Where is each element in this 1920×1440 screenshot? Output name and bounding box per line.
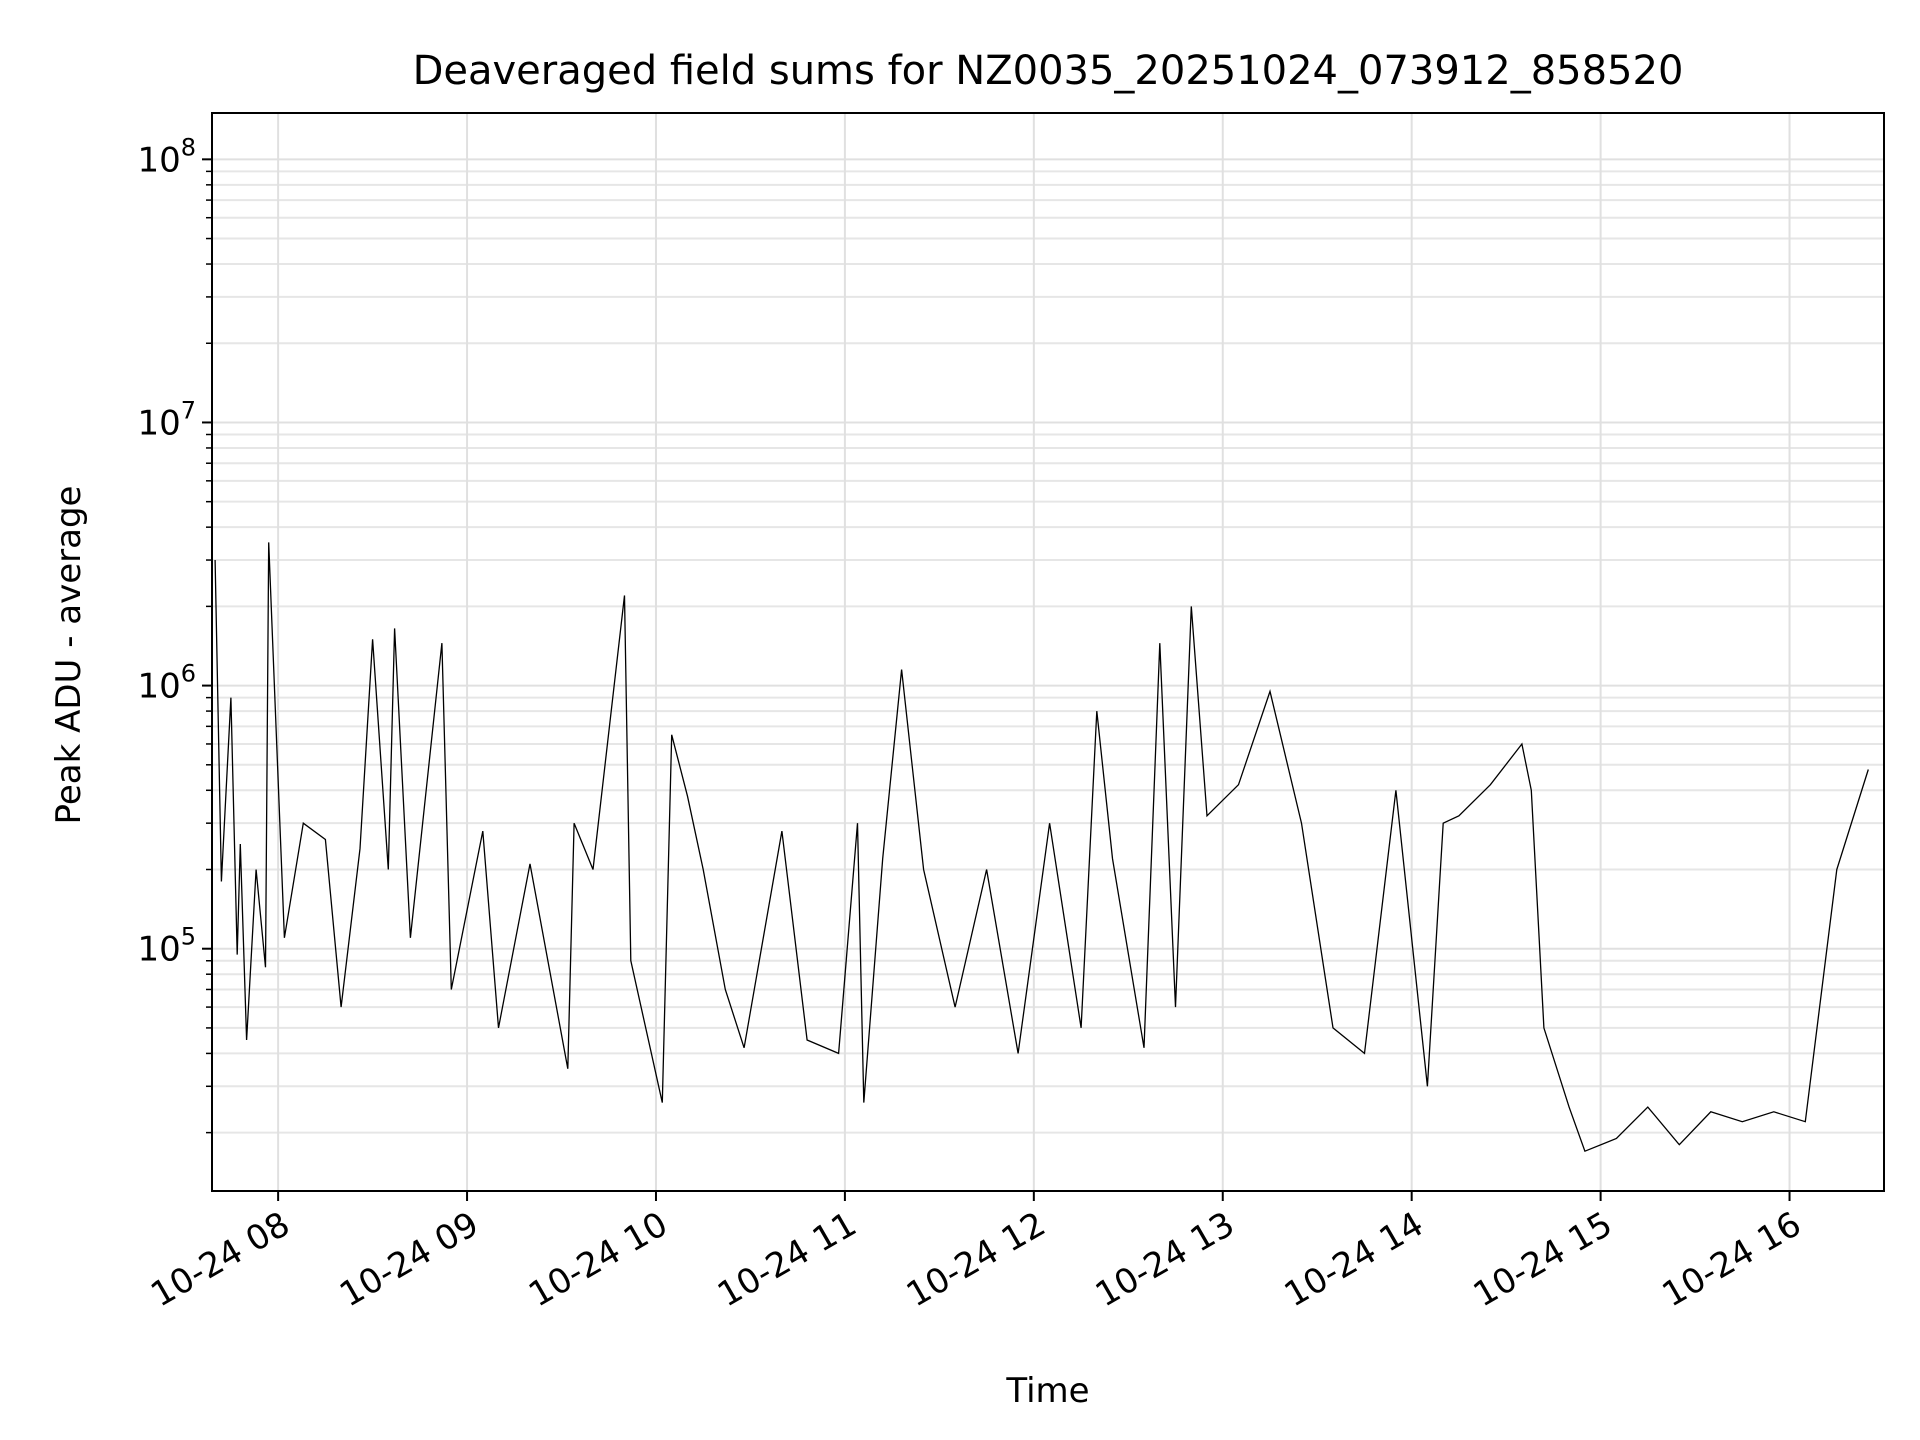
y-tick-label: 105 (137, 923, 196, 970)
y-tick-label: 106 (137, 660, 196, 707)
plot-frame (211, 112, 1885, 1192)
y-axis: 105 106 107 108 (137, 133, 212, 1134)
y-tick-label: 107 (137, 396, 196, 443)
chart-title: Deaveraged field sums for NZ0035_2025102… (413, 48, 1684, 94)
x-axis-label: Time (1005, 1371, 1089, 1411)
grid (212, 113, 1884, 1191)
series-line (214, 542, 1869, 1153)
y-axis-label: Peak ADU - average (49, 486, 89, 825)
series-layer (214, 542, 1869, 1153)
y-tick-label: 108 (137, 133, 196, 180)
